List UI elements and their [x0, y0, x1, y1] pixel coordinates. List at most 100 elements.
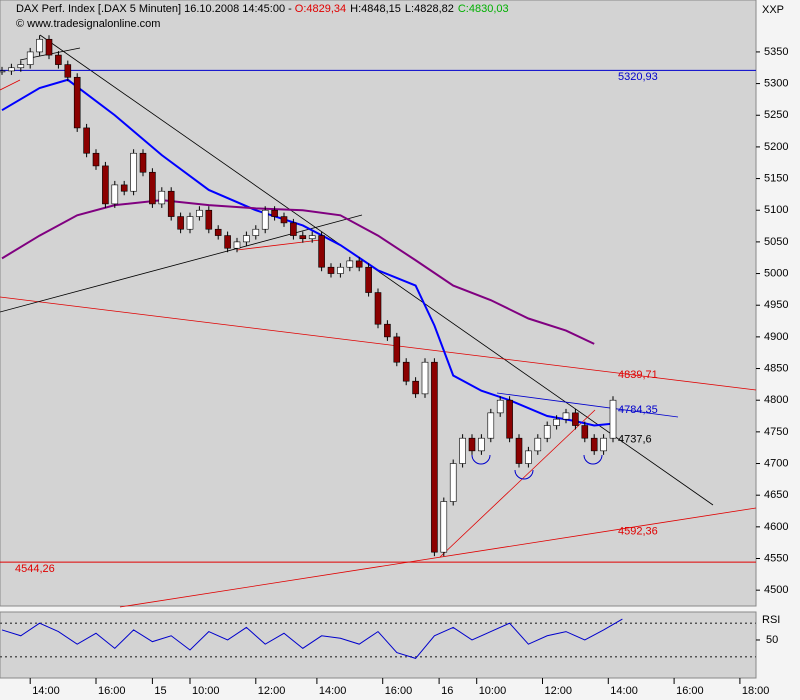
candle [590, 437, 598, 452]
pattern-arc [471, 454, 491, 465]
y-tick-label: 4900 [764, 331, 788, 343]
pattern-arc [583, 454, 603, 465]
candle [543, 425, 551, 439]
candle [609, 399, 617, 439]
candle [92, 152, 100, 167]
candle [384, 323, 391, 338]
y-tick-label: 4600 [764, 521, 788, 533]
ohlc-label: O:4829,34 [295, 3, 346, 15]
candle [355, 260, 363, 268]
trendline [119, 507, 757, 608]
candle [393, 336, 401, 363]
y-tick-label: 4500 [764, 584, 788, 596]
level-label: 4839,71 [618, 369, 658, 381]
x-tick-label: 16:00 [385, 685, 413, 697]
candle [600, 437, 607, 452]
x-tick-label: 14:00 [610, 685, 638, 697]
candle [196, 209, 203, 217]
candle [252, 228, 260, 236]
candle [459, 437, 466, 464]
candle [186, 216, 194, 230]
chart-title: DAX Perf. Index [.DAX 5 Minuten] 16.10.2… [16, 3, 292, 15]
level-label: 4737,6 [618, 434, 652, 446]
candle [515, 437, 523, 464]
candle [83, 127, 90, 154]
candle [534, 437, 542, 452]
x-tick-label: 10:00 [479, 685, 507, 697]
y-tick-label: 4650 [764, 489, 788, 501]
y-tick-label: 5150 [764, 172, 788, 184]
candle [102, 165, 109, 205]
candle [299, 235, 307, 240]
candle [525, 450, 532, 464]
candle [581, 425, 589, 439]
candle [290, 222, 297, 236]
trendline [0, 214, 363, 313]
candle [374, 292, 382, 325]
source: © www.tradesignalonline.com [16, 18, 160, 30]
candle [45, 38, 53, 56]
candle [205, 209, 213, 230]
candle [73, 76, 81, 129]
y-tick-label: 5250 [764, 109, 788, 121]
trendline [0, 296, 757, 391]
x-tick-label: 18:00 [742, 685, 770, 697]
x-tick-label: 16:00 [98, 685, 126, 697]
candle [243, 235, 250, 243]
level-label: 5320,93 [618, 71, 658, 83]
x-tick-label: 15 [154, 685, 166, 697]
candle [487, 412, 495, 439]
candle [412, 380, 419, 395]
candle [308, 235, 316, 240]
candle [139, 152, 147, 173]
candle [224, 235, 231, 249]
candle [158, 190, 166, 205]
x-tick-label: 16 [441, 685, 453, 697]
y-tick-label: 5050 [764, 236, 788, 248]
x-tick-label: 12:00 [258, 685, 286, 697]
candle [233, 241, 241, 249]
ohlc-label: L:4828,82 [405, 3, 454, 15]
x-tick-label: 10:00 [192, 685, 220, 697]
candle [120, 184, 128, 192]
level-label: 4784,35 [618, 404, 658, 416]
candle [478, 437, 485, 452]
y-tick-label: 4950 [764, 299, 788, 311]
rsi-tick-label: 50 [766, 634, 778, 646]
trendline [0, 79, 21, 91]
y-tick-label: 5300 [764, 77, 788, 89]
y-tick-label: 4800 [764, 394, 788, 406]
y-tick-label: 4550 [764, 552, 788, 564]
moving-average [1, 78, 614, 427]
rsi-line [1, 618, 623, 659]
pattern-arc [514, 469, 534, 480]
candle [365, 266, 372, 293]
y-tick-label: 5000 [764, 267, 788, 279]
candle [572, 412, 579, 426]
trendline [236, 239, 321, 251]
candle [271, 209, 278, 217]
y-tick-label: 5200 [764, 141, 788, 153]
level-label: 4544,26 [15, 563, 55, 575]
candle [496, 399, 504, 414]
candle [0, 70, 6, 73]
x-tick-label: 14:00 [319, 685, 347, 697]
y-tick-label: 5350 [764, 46, 788, 58]
x-tick-label: 16:00 [676, 685, 704, 697]
candle [468, 437, 476, 452]
y-tick-label: 4750 [764, 426, 788, 438]
candle [431, 361, 438, 553]
candle [402, 361, 410, 382]
candle [421, 361, 429, 395]
candle [327, 266, 335, 274]
candle [111, 184, 119, 205]
y-tick-label: 4850 [764, 362, 788, 374]
candle [562, 412, 570, 420]
trendline [496, 392, 679, 418]
candle [17, 64, 25, 69]
candle [261, 209, 269, 230]
rsi-panel [0, 611, 757, 679]
moving-average [1, 199, 595, 345]
candle [177, 216, 184, 230]
